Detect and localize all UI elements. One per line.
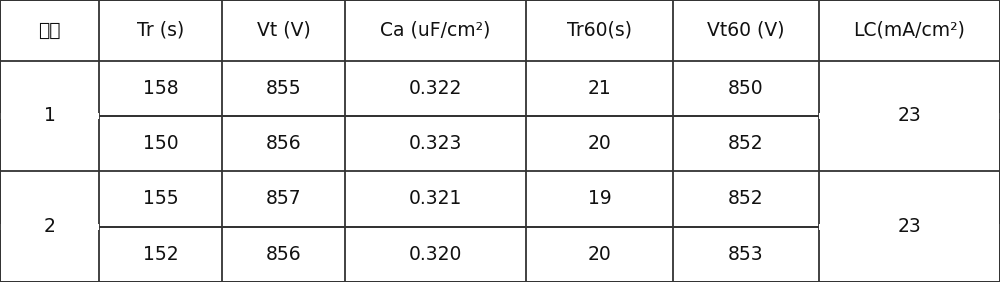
Text: 158: 158: [143, 79, 179, 98]
Text: Tr60(s): Tr60(s): [567, 21, 632, 40]
Text: 850: 850: [728, 79, 763, 98]
Text: 样品: 样品: [38, 21, 61, 40]
Text: 2: 2: [44, 217, 56, 236]
Text: 856: 856: [266, 134, 301, 153]
Text: 0.321: 0.321: [409, 190, 462, 208]
Text: 19: 19: [588, 190, 611, 208]
Text: 0.322: 0.322: [409, 79, 462, 98]
Text: 155: 155: [143, 190, 179, 208]
Text: LC(mA/cm²): LC(mA/cm²): [853, 21, 965, 40]
Text: 853: 853: [728, 245, 763, 264]
Text: 855: 855: [266, 79, 301, 98]
Text: 152: 152: [143, 245, 179, 264]
Text: Ca (uF/cm²): Ca (uF/cm²): [380, 21, 491, 40]
Text: 852: 852: [728, 134, 763, 153]
Text: 21: 21: [588, 79, 611, 98]
Text: 23: 23: [897, 217, 921, 236]
Text: 20: 20: [588, 245, 611, 264]
Text: 0.320: 0.320: [409, 245, 462, 264]
Text: 1: 1: [44, 107, 56, 125]
Text: 0.323: 0.323: [409, 134, 462, 153]
Text: Vt60 (V): Vt60 (V): [707, 21, 784, 40]
Text: 856: 856: [266, 245, 301, 264]
Text: 20: 20: [588, 134, 611, 153]
Text: 23: 23: [897, 107, 921, 125]
Text: Tr (s): Tr (s): [137, 21, 184, 40]
Text: 150: 150: [143, 134, 179, 153]
Text: Vt (V): Vt (V): [257, 21, 311, 40]
Text: 852: 852: [728, 190, 763, 208]
Text: 857: 857: [266, 190, 301, 208]
